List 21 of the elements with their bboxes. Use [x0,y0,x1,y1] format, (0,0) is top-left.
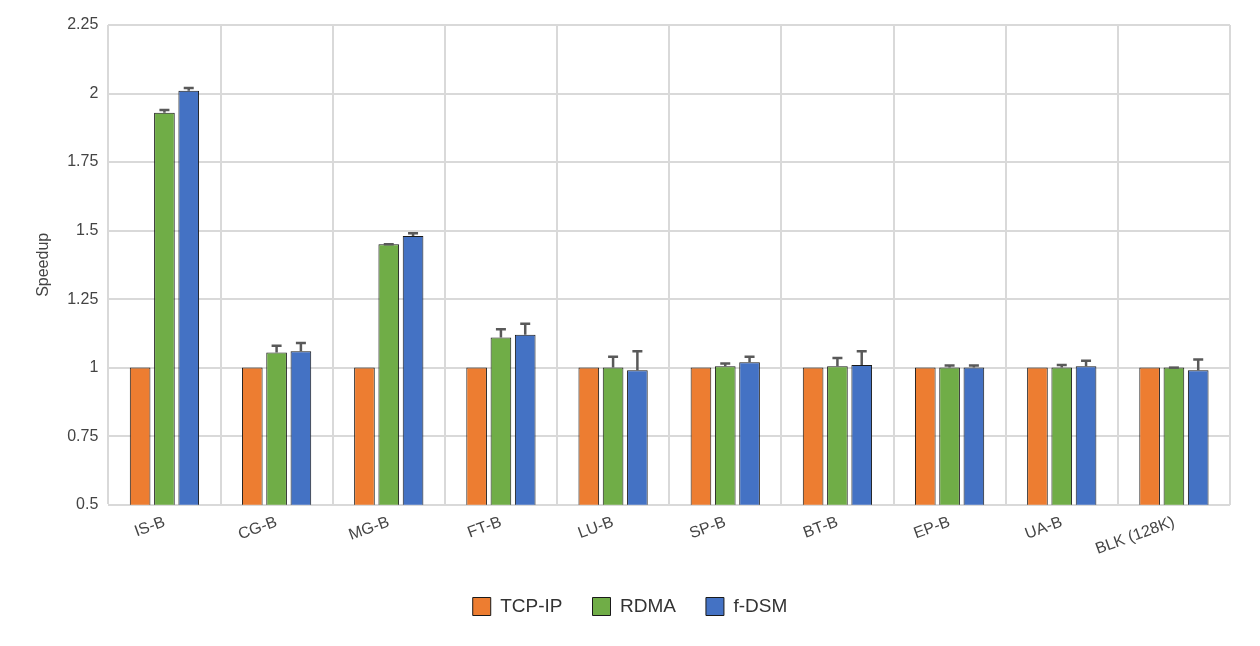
y-tick-label: 0.75 [67,426,99,444]
y-tick-label: 2 [89,83,99,101]
x-tick-label: BT-B [800,512,840,541]
y-axis-title: Speedup [34,232,52,297]
y-tick-label: 1.75 [67,152,99,170]
y-tick-label: 1.25 [67,289,99,307]
legend-label: TCP-IP [500,594,563,616]
x-tick-label: IS-B [131,512,167,540]
x-tick-label: EP-B [911,512,953,542]
y-tick-label: 1.5 [76,220,99,238]
y-tick-label: 1 [89,358,99,376]
x-tick-label: SP-B [686,512,728,542]
legend-label: RDMA [620,594,677,616]
x-tick-label: UA-B [1022,512,1065,542]
x-tick-label: MG-B [346,512,392,543]
legend-label: f-DSM [733,594,788,616]
x-tick-label: LU-B [575,512,616,542]
x-tick-label: FT-B [465,512,504,541]
y-tick-label: 2.25 [67,15,99,33]
x-tick-label: CG-B [235,512,280,543]
y-tick-label: 0.5 [76,495,99,513]
